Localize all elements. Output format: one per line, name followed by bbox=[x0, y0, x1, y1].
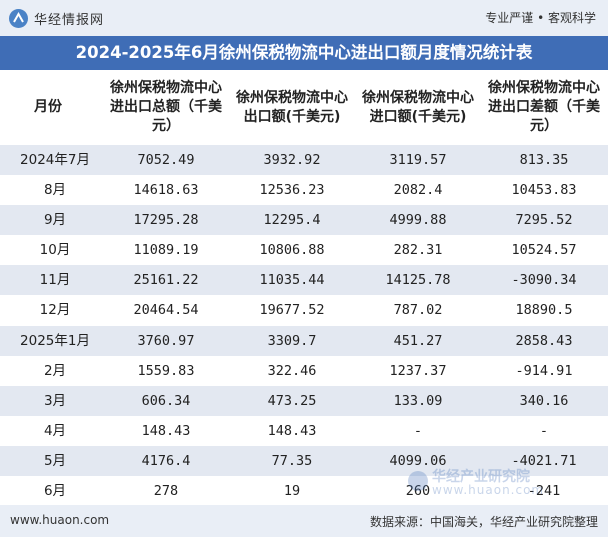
cell-month: 8月 bbox=[43, 182, 67, 199]
cell-month: 2025年1月 bbox=[20, 332, 90, 349]
cell-balance: 10453.83 bbox=[511, 182, 577, 199]
cell-month: 2月 bbox=[43, 362, 67, 379]
cell-balance: 18890.5 bbox=[515, 302, 573, 319]
table-row: 4月 148.43 148.43 - - bbox=[0, 415, 608, 446]
cell-total: 14618.63 bbox=[133, 182, 199, 199]
footer-site-link[interactable]: www.huaon.com bbox=[10, 513, 110, 527]
cell-total: 20464.54 bbox=[133, 302, 199, 319]
cell-total: 7052.49 bbox=[137, 152, 195, 168]
table-row: 12月 20464.54 19677.52 787.02 18890.5 bbox=[0, 295, 608, 326]
column-header-month: 月份 bbox=[34, 99, 62, 115]
cell-balance: 813.35 bbox=[519, 152, 569, 168]
table-row: 5月 4176.4 77.35 4099.06 -4021.71 bbox=[0, 445, 608, 477]
cell-total: 278 bbox=[153, 483, 179, 500]
footer-bar bbox=[0, 505, 608, 537]
cell-import: 133.09 bbox=[393, 392, 443, 409]
cell-month: 11月 bbox=[39, 272, 71, 289]
cell-export: 473.25 bbox=[267, 392, 317, 409]
watermark-url: www.huaon.com bbox=[432, 483, 545, 497]
brand-name: 华经情报网 bbox=[34, 13, 105, 28]
cell-import: 2082.4 bbox=[393, 182, 443, 199]
chart-title: 2024-2025年6月徐州保税物流中心进出口额月度情况统计表 bbox=[75, 43, 533, 62]
cell-balance: -241 bbox=[527, 483, 561, 500]
cell-export: 3932.92 bbox=[263, 152, 321, 168]
cell-export: 12536.23 bbox=[259, 182, 325, 199]
cell-import: 1237.37 bbox=[389, 362, 447, 379]
cell-balance: - bbox=[539, 422, 549, 439]
cell-export: 148.43 bbox=[267, 422, 317, 439]
table-row: 2月 1559.83 322.46 1237.37 -914.91 bbox=[0, 355, 608, 386]
cell-balance: 10524.57 bbox=[511, 242, 577, 259]
cell-total: 11089.19 bbox=[133, 242, 199, 259]
cell-month: 12月 bbox=[39, 302, 71, 319]
table-row: 2024年7月 7052.49 3932.92 3119.57 813.35 bbox=[0, 145, 608, 176]
slogan: 专业严谨 • 客观科学 bbox=[485, 11, 596, 25]
cell-month: 2024年7月 bbox=[20, 152, 90, 168]
cell-total: 4176.4 bbox=[141, 452, 191, 469]
watermark-name: 华经产业研究院 bbox=[432, 469, 530, 485]
huajing-logo-icon bbox=[9, 9, 28, 28]
cell-total: 148.43 bbox=[141, 422, 191, 439]
cell-balance: -3090.34 bbox=[511, 272, 577, 289]
watermark-logo-icon bbox=[408, 471, 428, 491]
cell-export: 10806.88 bbox=[259, 242, 325, 259]
cell-month: 3月 bbox=[43, 392, 67, 409]
cell-balance: 2858.43 bbox=[515, 332, 573, 349]
watermark: 华经产业研究院 www.huaon.com bbox=[408, 466, 598, 500]
cell-export: 11035.44 bbox=[259, 272, 325, 289]
column-header-total: 徐州保税物流中心进出口总额（千美元） bbox=[110, 80, 222, 134]
cell-import: 282.31 bbox=[393, 242, 443, 259]
table-row: 6月 278 19 260 -241 bbox=[0, 476, 608, 507]
table-row: 10月 11089.19 10806.88 282.31 10524.57 bbox=[0, 235, 608, 266]
cell-import: 3119.57 bbox=[389, 152, 447, 168]
column-header-import: 徐州保税物流中心进口额(千美元) bbox=[362, 89, 474, 125]
cell-import: 260 bbox=[405, 483, 431, 500]
table-row: 11月 25161.22 11035.44 14125.78 -3090.34 bbox=[0, 265, 608, 296]
cell-export: 322.46 bbox=[267, 362, 317, 379]
cell-balance: -4021.71 bbox=[511, 452, 577, 469]
table-row: 2025年1月 3760.97 3309.7 451.27 2858.43 bbox=[0, 325, 608, 356]
table-body: 2024年7月 7052.49 3932.92 3119.57 813.35 8月 1461… bbox=[0, 145, 608, 507]
column-header-export: 徐州保税物流中心出口额(千美元) bbox=[236, 89, 348, 125]
table-row: 3月 606.34 473.25 133.09 340.16 bbox=[0, 385, 608, 416]
cell-balance: -914.91 bbox=[515, 362, 573, 379]
table-header bbox=[0, 70, 608, 145]
cell-total: 606.34 bbox=[141, 392, 191, 409]
table-row: 8月 14618.63 12536.23 2082.4 10453.83 bbox=[0, 175, 608, 206]
cell-export: 19677.52 bbox=[259, 302, 325, 319]
cell-month: 6月 bbox=[43, 483, 67, 500]
cell-import: 4999.88 bbox=[389, 212, 447, 229]
cell-month: 5月 bbox=[43, 452, 67, 469]
table-row: 9月 17295.28 12295.4 4999.88 7295.52 bbox=[0, 205, 608, 236]
cell-import: 451.27 bbox=[393, 332, 443, 349]
cell-balance: 340.16 bbox=[519, 392, 569, 409]
column-header-balance: 徐州保税物流中心进出口差额（千美元） bbox=[488, 80, 600, 134]
cell-export: 19 bbox=[283, 483, 301, 500]
data-source-note: 数据来源：中国海关，华经产业研究院整理 bbox=[369, 515, 598, 529]
cell-month: 4月 bbox=[43, 422, 67, 439]
cell-total: 17295.28 bbox=[133, 212, 199, 229]
cell-export: 12295.4 bbox=[263, 212, 321, 229]
cell-import: 787.02 bbox=[393, 302, 443, 319]
cell-import: 14125.78 bbox=[385, 272, 451, 289]
cell-import: 4099.06 bbox=[389, 452, 447, 469]
cell-export: 77.35 bbox=[271, 452, 313, 469]
cell-total: 25161.22 bbox=[133, 272, 199, 289]
cell-import: - bbox=[413, 422, 423, 439]
cell-total: 3760.97 bbox=[137, 332, 195, 349]
top-bar bbox=[0, 0, 608, 36]
title-bar bbox=[0, 36, 608, 70]
cell-month: 10月 bbox=[39, 242, 71, 259]
cell-month: 9月 bbox=[43, 212, 67, 229]
cell-export: 3309.7 bbox=[267, 332, 317, 349]
cell-balance: 7295.52 bbox=[515, 212, 573, 229]
cell-total: 1559.83 bbox=[137, 362, 195, 379]
